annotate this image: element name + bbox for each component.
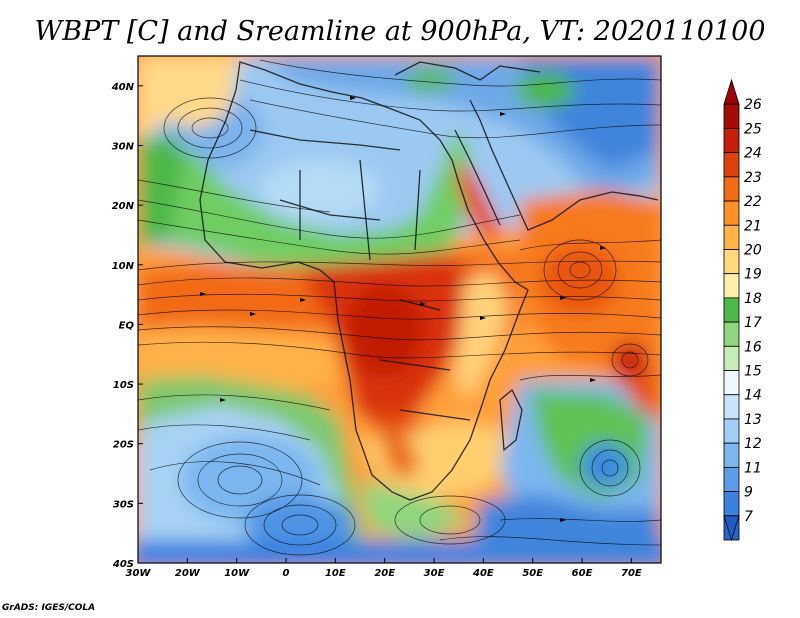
colorbar-under-arrow <box>723 515 740 542</box>
map-frame <box>137 55 662 564</box>
colorbar-label: 7 <box>744 509 753 525</box>
colorbar-swatch <box>723 442 740 468</box>
colorbar-label: 21 <box>744 218 762 234</box>
colorbar-label: 17 <box>744 315 762 331</box>
colorbar-swatch <box>723 249 740 275</box>
temperature-field <box>138 56 661 563</box>
colorbar-swatch <box>723 128 740 154</box>
colorbar-swatch <box>723 224 740 250</box>
y-tick-label: 20S <box>113 440 134 451</box>
colorbar-swatch <box>723 418 740 444</box>
longitude-axis: 30W 20W 10W 0 10E 20E 30E 40E 50E 60E 70E <box>126 558 642 579</box>
latitude-axis: 40N 30N 20N 10N EQ 10S 20S 30S 40S <box>111 82 143 570</box>
x-tick-label: 30W <box>126 568 152 579</box>
streamlines <box>138 59 661 556</box>
colorbar-label: 15 <box>744 364 762 380</box>
y-tick-label: 30N <box>112 141 135 152</box>
x-tick-label: 0 <box>283 568 290 579</box>
x-tick-label: 20W <box>175 568 201 579</box>
colorbar-swatch <box>723 297 740 323</box>
y-tick-label: EQ <box>119 320 135 331</box>
colorbar-label: 16 <box>744 339 762 355</box>
colorbar-swatch <box>723 345 740 371</box>
x-tick-label: 20E <box>374 568 395 579</box>
x-tick-label: 50E <box>522 568 543 579</box>
y-tick-label: 10S <box>113 380 134 391</box>
colorbar-label: 9 <box>744 485 753 501</box>
colorbar-label: 11 <box>744 460 762 476</box>
colorbar-label: 26 <box>744 97 762 113</box>
colorbar-label: 14 <box>744 388 762 404</box>
x-tick-label: 40E <box>472 568 494 579</box>
y-tick-label: 10N <box>112 261 135 272</box>
y-tick-label: 40N <box>111 82 135 93</box>
map-panel <box>138 56 661 563</box>
grads-credit: GrADS: IGES/COLA <box>2 603 95 613</box>
colorbar-swatch <box>723 103 740 129</box>
colorbar-swatch <box>723 152 740 178</box>
x-tick-label: 10E <box>325 568 346 579</box>
x-tick-label: 30E <box>424 568 445 579</box>
colorbar-swatch <box>723 394 740 420</box>
colorbar-label: 19 <box>744 267 762 283</box>
y-tick-label: 40S <box>112 559 134 570</box>
streamline-arrows <box>200 96 606 522</box>
x-tick-label: 70E <box>621 568 642 579</box>
colorbar-label: 20 <box>744 242 762 258</box>
colorbar-label: 18 <box>744 291 762 307</box>
x-tick-label: 60E <box>572 568 593 579</box>
map-title: WBPT [C] and Sreamline at 900hPa, VT: 20… <box>35 16 766 47</box>
colorbar-swatch <box>723 273 740 299</box>
colorbar-swatch <box>723 466 740 492</box>
x-tick-label: 10W <box>224 568 250 579</box>
colorbar: 26 25 24 23 22 21 20 19 18 17 16 15 14 13 12 11 9 7 <box>723 78 762 542</box>
colorbar-label: 25 <box>744 121 762 137</box>
colorbar-swatch <box>723 176 740 202</box>
colorbar-swatch <box>723 491 740 517</box>
colorbar-swatch <box>723 370 740 396</box>
colorbar-label: 23 <box>744 170 762 186</box>
colorbar-swatch <box>723 321 740 347</box>
colorbar-label: 13 <box>744 412 762 428</box>
colorbar-label: 12 <box>744 436 762 452</box>
colorbar-label: 22 <box>744 194 762 210</box>
y-tick-label: 20N <box>112 201 135 212</box>
y-tick-label: 30S <box>113 499 134 510</box>
colorbar-over-arrow <box>723 78 740 105</box>
colorbar-label: 24 <box>744 146 762 162</box>
colorbar-swatch <box>723 200 740 226</box>
